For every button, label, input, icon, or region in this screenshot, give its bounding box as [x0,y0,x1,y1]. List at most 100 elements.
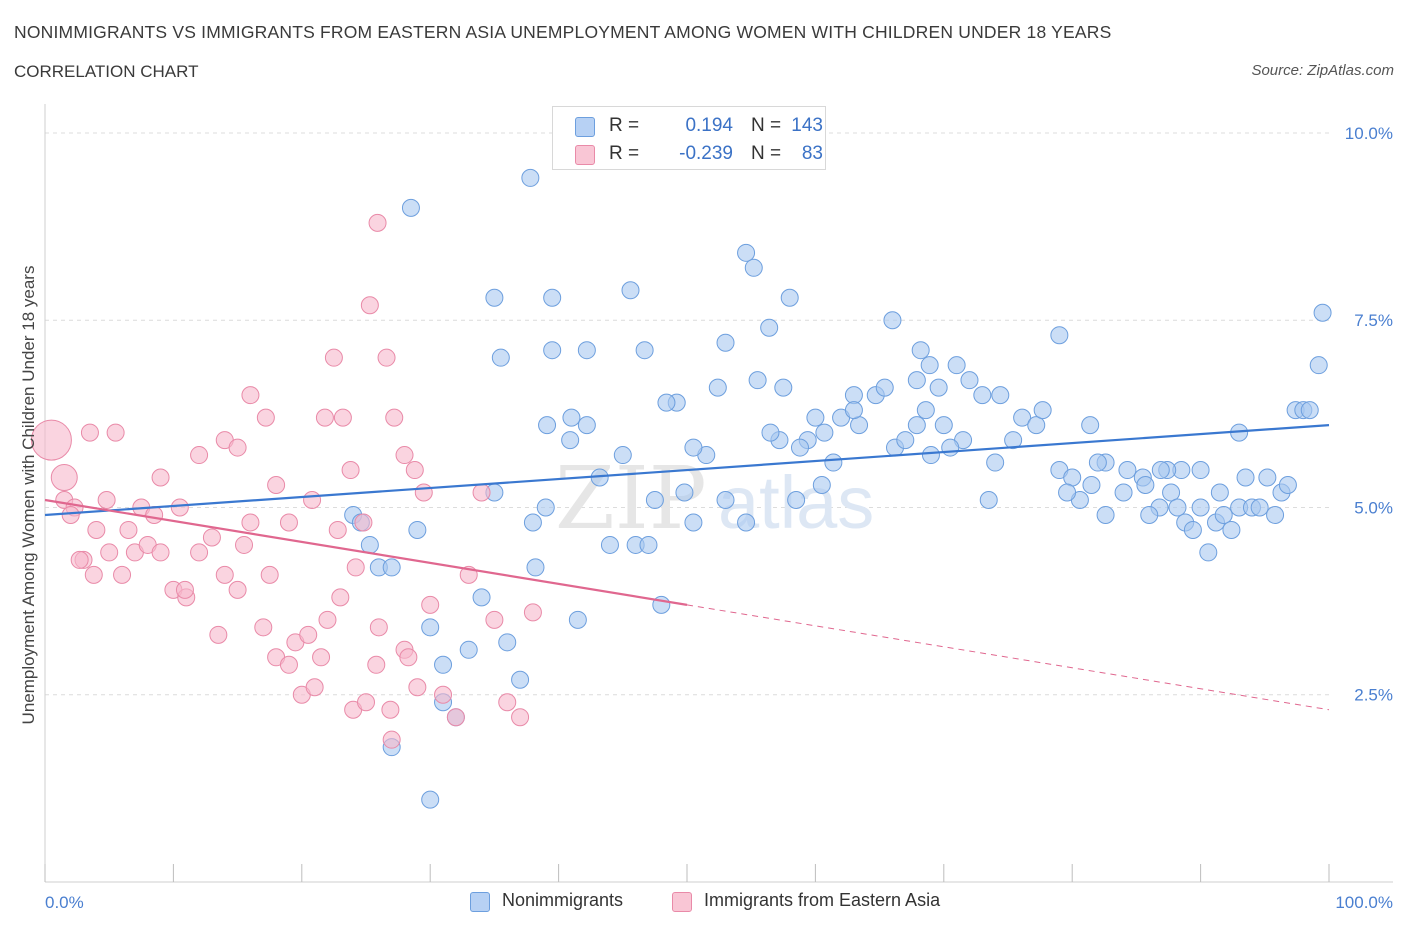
nonimmigrant-point [382,558,401,577]
nonimmigrant-point [1013,408,1032,427]
immigrant-trend-line-extension [686,604,1330,711]
legend-n-label: N = [751,115,782,136]
nonimmigrant-point [485,288,504,307]
nonimmigrant-point [979,491,998,509]
nonimmigrant-point [716,491,735,509]
y-tick-label: 2.5% [1354,686,1393,705]
immigrant-point [324,348,343,367]
immigrant-point [267,476,286,495]
immigrant-point [202,528,221,547]
nonimmigrant-point [1118,461,1137,480]
immigrant-point [151,543,170,562]
nonimmigrant-point [1183,520,1202,539]
nonimmigrant-point [1033,401,1052,420]
nonimmigrant-point [421,790,440,809]
nonimmigrant-point [774,378,793,397]
nonimmigrant-point [491,348,510,367]
immigrant-point [303,491,322,509]
nonimmigrant-point [511,670,530,689]
nonimmigrant-point [561,431,580,450]
immigrant-trend-line [44,498,688,606]
legend-swatch-pink [575,145,595,165]
nonimmigrant-point [1309,356,1328,375]
immigrant-point [106,423,125,442]
legend-n-label: N = [751,143,782,164]
nonimmigrant-point [1136,476,1155,495]
nonimmigrant-point [639,535,658,554]
nonimmigrant-point [824,453,843,472]
nonimmigrant-point [986,453,1005,472]
immigrant-point [299,625,318,644]
nonimmigrant-point [459,640,478,659]
immigrant-point [119,520,138,539]
nonimmigrant-point [973,386,992,405]
immigrant-point [367,655,386,674]
nonimmigrant-point [790,438,809,457]
immigrant-point [228,580,247,599]
nonimmigrant-point [991,386,1010,405]
immigrant-point [80,423,99,442]
nonimmigrant-point [748,371,767,390]
nonimmigrant-point [521,168,540,187]
nonimmigrant-point [896,431,915,450]
tick-labels: 2.5% 5.0% 7.5% 10.0% 0.0% 100.0% [45,124,1393,912]
immigrant-point [318,610,337,629]
nonimmigrant-point [645,491,664,509]
immigrant-point [395,446,414,465]
immigrant-point [368,213,387,232]
y-axis-label: Unemployment Among Women with Children U… [19,266,38,725]
bottom-legend-label: Immigrants from Eastern Asia [704,890,941,910]
nonimmigrant-point [536,498,555,517]
nonimmigrant-point [1004,431,1023,450]
immigrant-point [235,535,254,554]
nonimmigrant-point [472,588,491,607]
immigrant-point [215,565,234,584]
immigrant-point [241,386,260,405]
chart-title: NONIMMIGRANTS VS IMMIGRANTS FROM EASTERN… [14,22,1112,42]
nonimmigrant-point [737,513,756,532]
nonimmigrant-point [613,446,632,465]
nonimmigrant-point [929,378,948,397]
nonimmigrant-point [568,610,587,629]
nonimmigrant-point [1222,520,1241,539]
nonimmigrant-point [708,378,727,397]
nonimmigrant-point [543,341,562,360]
immigrant-point [84,565,103,584]
immigrant-point [354,513,373,532]
immigrant-point [414,483,433,502]
x-tick-label: 0.0% [45,893,84,912]
nonimmigrant-point [1082,476,1101,495]
legend-r-label: R = [609,143,640,164]
nonimmigrant-point [921,446,940,465]
nonimmigrant-point [1151,461,1170,480]
nonimmigrant-point [1050,326,1069,345]
immigrant-point [333,408,352,427]
x-tick-label: 100.0% [1335,893,1393,912]
nonimmigrant-point [716,333,735,352]
nonimmigrant-point [1114,483,1133,502]
immigrant-point [331,588,350,607]
nonimmigrant-point [1140,505,1159,524]
bottom-legend-swatch-blue [470,892,490,912]
nonimmigrant-point [577,341,596,360]
immigrant-point [421,595,440,614]
nonimmigrant-point [401,198,420,217]
nonimmigrant-point [1096,505,1115,524]
immigrant-point [30,419,72,461]
axes [44,104,1393,883]
immigrant-point [87,520,106,539]
immigrant-point [279,655,298,674]
immigrant-point [485,610,504,629]
nonimmigrant-point [1063,468,1082,487]
immigrant-point [399,648,418,667]
nonimmigrant-point [1266,505,1285,524]
nonimmigrant-point [875,378,894,397]
y-tick-label: 10.0% [1345,124,1393,143]
legend-r-value: -0.239 [679,143,733,164]
immigrant-point [408,678,427,697]
legend-r-label: R = [609,115,640,136]
nonimmigrant-point [812,476,831,495]
nonimmigrant-point [1250,498,1269,517]
nonimmigrant-point [538,416,557,435]
chart-subtitle: CORRELATION CHART [14,62,199,81]
